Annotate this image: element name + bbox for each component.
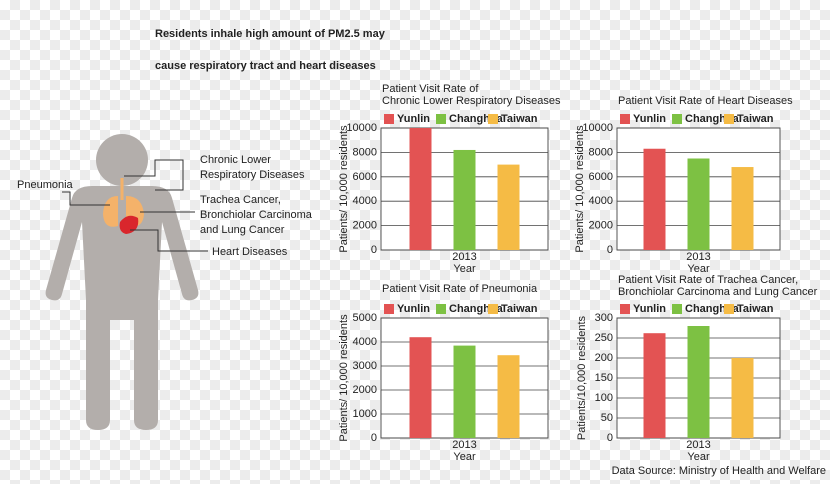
lungs xyxy=(103,178,144,234)
legend-label: Yunlin xyxy=(633,113,666,125)
y-axis-label: Patients/ 10,000 residents xyxy=(338,314,350,442)
chart-title: Bronchiolar Carcinoma and Lung Cancer xyxy=(618,286,818,298)
bar xyxy=(687,158,710,250)
legend-swatch xyxy=(384,304,394,314)
y-tick-label: 4000 xyxy=(353,336,377,348)
chart-title: Patient Visit Rate of Heart Diseases xyxy=(618,95,793,107)
y-tick-label: 8000 xyxy=(589,146,613,158)
diagram-label: Chronic Lower xyxy=(200,154,271,166)
y-tick-label: 6000 xyxy=(353,171,377,183)
x-tick-label: 2013 xyxy=(686,439,710,451)
y-tick-label: 150 xyxy=(595,372,613,384)
y-tick-label: 1000 xyxy=(353,408,377,420)
y-tick-label: 2000 xyxy=(353,220,377,232)
x-axis-label: Year xyxy=(453,451,476,463)
y-axis-label: Patients/ 10,000 residents xyxy=(574,125,586,253)
legend-swatch xyxy=(384,114,394,124)
y-tick-label: 300 xyxy=(595,312,613,324)
y-tick-label: 0 xyxy=(371,244,377,256)
bar xyxy=(453,149,476,250)
bar xyxy=(731,358,754,438)
bar xyxy=(409,337,432,438)
y-tick-label: 50 xyxy=(601,412,613,424)
y-tick-label: 0 xyxy=(371,432,377,444)
legend-label: Yunlin xyxy=(397,303,430,315)
x-axis-label: Year xyxy=(453,263,476,275)
bar xyxy=(643,333,666,438)
diagram-label: Respiratory Diseases xyxy=(200,169,305,181)
source-note: Data Source: Ministry of Health and Welf… xyxy=(612,465,826,477)
legend-swatch xyxy=(724,304,734,314)
y-tick-label: 100 xyxy=(595,392,613,404)
chart-title: Patient Visit Rate of xyxy=(382,83,479,95)
legend-label: Taiwan xyxy=(501,113,538,125)
y-tick-label: 2000 xyxy=(353,384,377,396)
legend-label: Yunlin xyxy=(633,303,666,315)
y-tick-label: 6000 xyxy=(589,171,613,183)
main-title: Residents inhale high amount of PM2.5 ma… xyxy=(155,28,386,40)
y-tick-label: 10000 xyxy=(582,122,613,134)
main-title: cause respiratory tract and heart diseas… xyxy=(155,60,376,72)
legend-label: Taiwan xyxy=(737,113,774,125)
x-tick-label: 2013 xyxy=(686,251,710,263)
y-tick-label: 10000 xyxy=(346,122,377,134)
legend-label: Yunlin xyxy=(397,113,430,125)
diagram-label: Trachea Cancer, xyxy=(200,194,281,206)
legend-swatch xyxy=(488,304,498,314)
y-tick-label: 250 xyxy=(595,332,613,344)
diagram-label: and Lung Cancer xyxy=(200,224,285,236)
diagram-label: Bronchiolar Carcinoma xyxy=(200,209,313,221)
x-axis-label: Year xyxy=(687,451,710,463)
legend-swatch xyxy=(436,114,446,124)
legend-swatch xyxy=(620,304,630,314)
legend-swatch xyxy=(620,114,630,124)
legend-swatch xyxy=(436,304,446,314)
y-axis-label: Patients/10,000 residents xyxy=(576,315,588,440)
legend-swatch xyxy=(672,114,682,124)
y-tick-label: 2000 xyxy=(589,220,613,232)
x-tick-label: 2013 xyxy=(452,251,476,263)
y-tick-label: 5000 xyxy=(353,312,377,324)
y-axis-label: Patients/ 10,000 residents xyxy=(338,125,350,253)
bar xyxy=(453,345,476,438)
chart-title: Patient Visit Rate of Trachea Cancer, xyxy=(618,274,798,286)
legend-swatch xyxy=(488,114,498,124)
legend-swatch xyxy=(672,304,682,314)
y-tick-label: 0 xyxy=(607,432,613,444)
y-tick-label: 4000 xyxy=(589,195,613,207)
y-tick-label: 4000 xyxy=(353,195,377,207)
bar xyxy=(497,355,520,438)
bar xyxy=(409,128,432,250)
diagram-label: Heart Diseases xyxy=(212,246,288,258)
diagram-label: Pneumonia xyxy=(17,179,74,191)
y-tick-label: 3000 xyxy=(353,360,377,372)
y-tick-label: 0 xyxy=(607,244,613,256)
bar xyxy=(731,167,754,250)
legend-swatch xyxy=(724,114,734,124)
chart-title: Chronic Lower Respiratory Diseases xyxy=(382,95,561,107)
y-tick-label: 200 xyxy=(595,352,613,364)
bar xyxy=(497,164,520,250)
x-axis-label: Year xyxy=(687,263,710,275)
x-tick-label: 2013 xyxy=(452,439,476,451)
leader-lines xyxy=(62,159,208,252)
y-tick-label: 8000 xyxy=(353,146,377,158)
human-figure xyxy=(45,134,199,430)
legend-label: Taiwan xyxy=(737,303,774,315)
bar xyxy=(643,148,666,250)
legend-label: Taiwan xyxy=(501,303,538,315)
chart-title: Patient Visit Rate of Pneumonia xyxy=(382,283,538,295)
bar xyxy=(687,326,710,438)
